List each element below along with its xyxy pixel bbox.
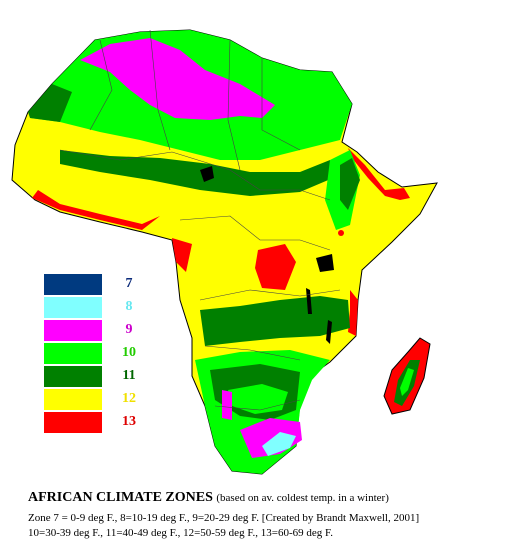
legend-swatch-zone-11 xyxy=(44,366,102,387)
zone11-ethiopia xyxy=(340,158,360,210)
legend-label-zone-9: 9 xyxy=(125,322,133,337)
legend-label-zone-10: 10 xyxy=(122,345,136,360)
legend-swatch-zone-12 xyxy=(44,389,102,410)
zone9-kalahari xyxy=(222,390,232,420)
zone11-central-south xyxy=(200,296,350,346)
legend-swatch-zone-8 xyxy=(44,297,102,318)
legend-row-zone-13: 13 xyxy=(44,412,164,434)
caption-line-2: 10=30-39 deg F., 11=40-49 deg F., 12=50-… xyxy=(28,527,334,539)
zone9-sahara xyxy=(80,38,275,120)
legend-label-zone-12: 12 xyxy=(122,391,136,406)
country-borders xyxy=(59,29,341,411)
map-title: AFRICAN CLIMATE ZONES (based on av. cold… xyxy=(28,490,389,506)
lake-chad xyxy=(200,166,214,182)
zone11-northwest xyxy=(28,84,72,122)
map-subtitle: (based on av. coldest temp. in a winter) xyxy=(216,492,389,504)
lake-malawi xyxy=(326,320,332,344)
legend-label-zone-8: 8 xyxy=(125,299,133,314)
lake-tanganyika xyxy=(306,288,312,314)
lake-victoria xyxy=(316,254,334,272)
zone13-central-patch xyxy=(255,244,296,290)
caption-line-1: Zone 7 = 0-9 deg F., 8=10-19 deg F., 9=2… xyxy=(28,512,420,524)
zone13-gulf-coast xyxy=(172,238,192,272)
legend-row-zone-9: 9 xyxy=(44,320,164,342)
zone13-se-coast xyxy=(348,290,358,336)
zone11-sahel xyxy=(60,150,340,196)
legend-label-zone-11: 11 xyxy=(122,368,136,383)
zone8-lesotho xyxy=(262,432,296,456)
legend-label-zone-7: 7 xyxy=(125,276,133,291)
legend-label-zone-13: 13 xyxy=(122,414,136,429)
map-title-text: AFRICAN CLIMATE ZONES xyxy=(28,490,213,505)
lake-tana xyxy=(338,230,344,236)
legend-swatch-zone-9 xyxy=(44,320,102,341)
legend-row-zone-11: 11 xyxy=(44,366,164,388)
madagascar-highlands xyxy=(400,368,414,396)
zone-legend: 7 8 9 10 11 12 13 xyxy=(44,274,164,435)
legend-swatch-zone-13 xyxy=(44,412,102,433)
legend-row-zone-8: 8 xyxy=(44,297,164,319)
africa-climate-map xyxy=(11,29,438,475)
zone13-east-horn xyxy=(348,148,410,200)
legend-row-zone-10: 10 xyxy=(44,343,164,365)
legend-swatch-zone-10 xyxy=(44,343,102,364)
legend-row-zone-12: 12 xyxy=(44,389,164,411)
legend-row-zone-7: 7 xyxy=(44,274,164,296)
legend-swatch-zone-7 xyxy=(44,274,102,295)
